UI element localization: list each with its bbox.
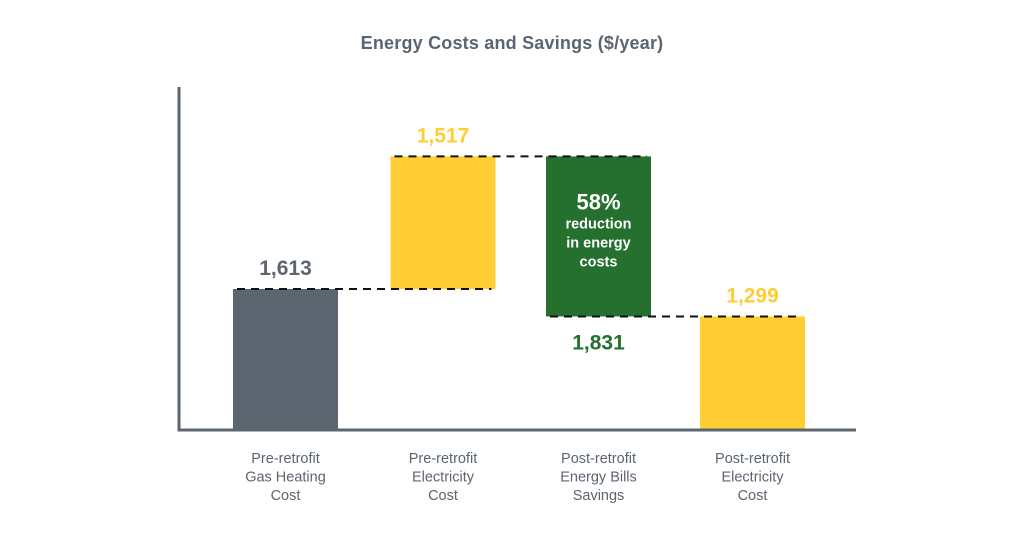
annotation-line-1: reduction xyxy=(565,216,631,232)
category-label-3-line-2: Energy Bills xyxy=(560,470,637,486)
category-label-1-line-1: Pre-retrofit xyxy=(251,451,320,467)
bar-2 xyxy=(390,156,496,289)
bar-1 xyxy=(233,289,338,430)
bar-3 xyxy=(546,156,651,317)
annotation-line-3: costs xyxy=(580,254,618,270)
chart-title: Energy Costs and Savings ($/year) xyxy=(360,33,664,53)
value-label-3: 1,831 xyxy=(572,331,625,354)
category-label-3-line-1: Post-retrofit xyxy=(561,451,636,467)
annotation-line-2: in energy xyxy=(566,235,630,251)
category-label-2-line-3: Cost xyxy=(428,488,458,504)
annotation-layer: 58% reduction in energy costs xyxy=(565,189,631,270)
category-label-3-line-3: Savings xyxy=(573,488,625,504)
category-label-2-line-2: Electricity xyxy=(412,470,475,486)
value-label-2: 1,517 xyxy=(417,124,470,147)
category-label-2-line-1: Pre-retrofit xyxy=(409,451,478,467)
category-label-4-line-2: Electricity xyxy=(721,470,784,486)
bar-4 xyxy=(700,316,805,430)
category-label-4-line-3: Cost xyxy=(738,488,768,504)
value-label-1: 1,613 xyxy=(259,257,312,280)
category-label-1-line-3: Cost xyxy=(271,488,301,504)
category-labels-layer: Pre-retrofit Gas Heating Cost Pre-retrofit E… xyxy=(245,451,790,504)
connectors-layer xyxy=(237,155,801,318)
bars-layer xyxy=(233,156,805,430)
value-label-4: 1,299 xyxy=(726,284,779,307)
category-label-1-line-2: Gas Heating xyxy=(245,470,326,486)
value-labels-layer: 1,613 1,517 1,831 1,299 xyxy=(259,124,779,354)
category-label-4-line-1: Post-retrofit xyxy=(715,451,790,467)
axes-layer xyxy=(177,87,856,432)
annotation-percent: 58% xyxy=(576,189,620,214)
